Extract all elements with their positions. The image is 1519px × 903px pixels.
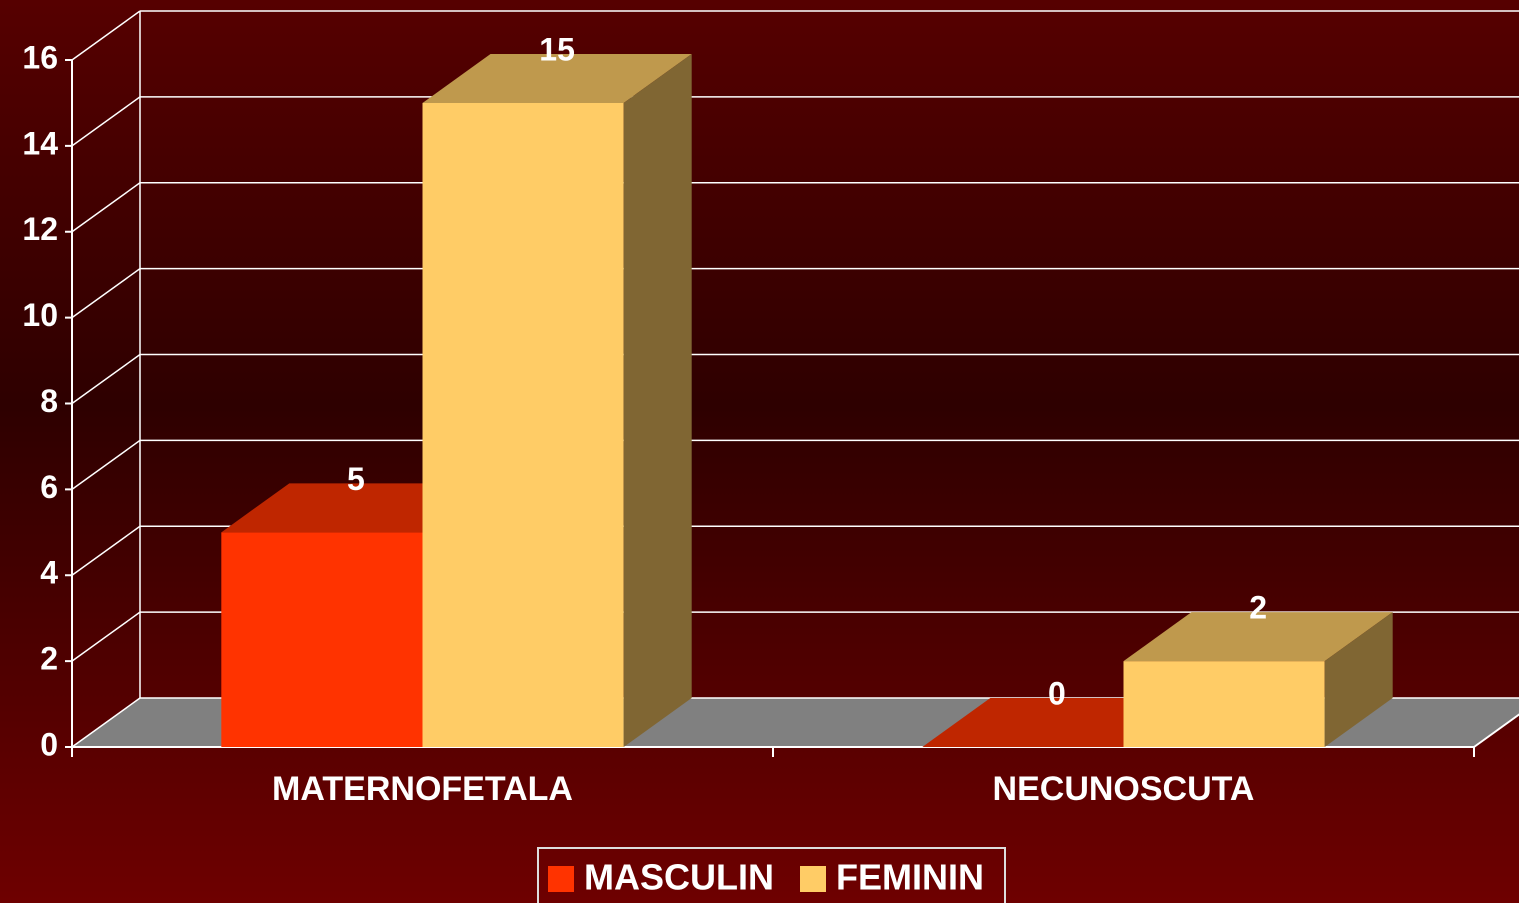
legend: MASCULIN FEMININ: [537, 847, 1006, 903]
grid-line: [71, 268, 141, 319]
grid-line: [71, 611, 141, 662]
y-tick-label: 10: [22, 297, 58, 333]
value-label: 15: [539, 31, 575, 67]
x-tick-label: MATERNOFETALA: [272, 770, 573, 808]
bar-top: [1123, 612, 1393, 662]
bar-side: [623, 53, 692, 747]
value-label: 0: [1048, 675, 1066, 711]
bar-front: [422, 102, 624, 747]
value-label: 5: [347, 461, 365, 497]
y-tick-label: 6: [40, 469, 58, 505]
legend-label: FEMININ: [836, 857, 984, 898]
y-tick-label: 0: [40, 726, 58, 762]
grid-line: [71, 96, 141, 147]
plot-area: 0 2 4 6 8 10 12 14 16 MATERNOFETALA 5 15 NECUNOSCUTA…: [22, 10, 1519, 808]
y-tick-label: 14: [22, 125, 58, 161]
legend-box: [537, 847, 1006, 903]
grid-line: [71, 439, 141, 490]
bar-front: [221, 532, 423, 747]
grid-line: [71, 10, 141, 61]
grid-line: [71, 697, 141, 748]
y-tick-label: 2: [40, 641, 58, 677]
bar-top: [422, 53, 692, 103]
value-label: 2: [1249, 590, 1267, 626]
grid-line: [71, 353, 141, 405]
legend-label: MASCULIN: [584, 857, 774, 898]
legend-swatch: [548, 866, 574, 892]
bar-side: [1324, 612, 1393, 747]
y-tick-label: 16: [22, 39, 58, 75]
y-tick-label: 8: [40, 383, 58, 419]
floor-edge: [1473, 713, 1519, 748]
grid-line: [71, 525, 141, 576]
x-tick-label: NECUNOSCUTA: [993, 770, 1255, 808]
y-tick-label: 12: [22, 211, 58, 247]
y-tick-label: 4: [40, 555, 58, 591]
grid-line: [71, 182, 141, 233]
legend-swatch: [800, 866, 826, 892]
bar-front: [1123, 661, 1325, 747]
